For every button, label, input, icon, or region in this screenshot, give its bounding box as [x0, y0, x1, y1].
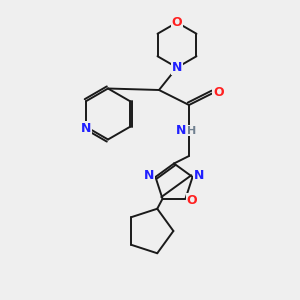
- Text: N: N: [176, 124, 187, 137]
- Text: N: N: [172, 61, 182, 74]
- Text: H: H: [187, 125, 196, 136]
- Text: N: N: [144, 169, 154, 182]
- Text: O: O: [187, 194, 197, 207]
- Text: N: N: [194, 169, 204, 182]
- Text: O: O: [172, 16, 182, 29]
- Text: O: O: [213, 86, 224, 100]
- Text: N: N: [81, 122, 91, 135]
